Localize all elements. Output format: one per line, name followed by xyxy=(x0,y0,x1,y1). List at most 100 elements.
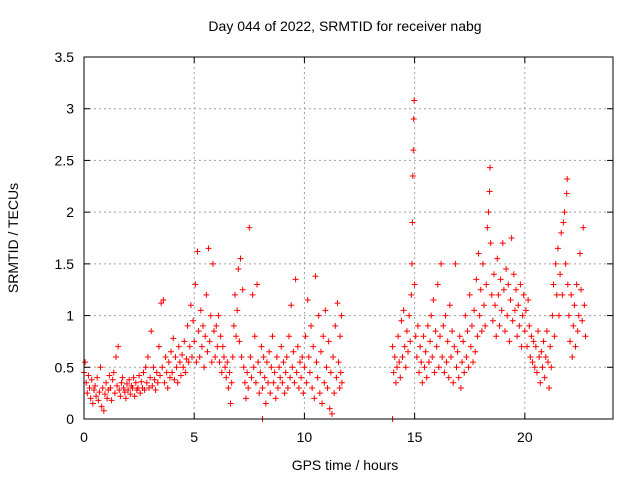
data-point xyxy=(319,400,326,407)
data-point xyxy=(418,359,425,366)
data-point xyxy=(519,312,526,319)
data-point xyxy=(171,376,178,383)
data-point xyxy=(84,390,91,397)
data-point xyxy=(551,333,558,340)
data-point xyxy=(331,390,338,397)
data-point xyxy=(581,302,588,309)
data-point xyxy=(425,359,432,366)
data-point xyxy=(442,312,449,319)
data-point xyxy=(574,328,581,335)
data-point xyxy=(436,333,443,340)
data-point xyxy=(514,333,521,340)
data-point xyxy=(227,400,234,407)
data-point xyxy=(447,353,454,360)
y-tick-label: 0.5 xyxy=(55,359,75,375)
data-point xyxy=(393,364,400,371)
data-point xyxy=(467,343,474,350)
data-point xyxy=(449,328,456,335)
data-point xyxy=(430,297,437,304)
data-point xyxy=(517,281,524,288)
data-point xyxy=(529,359,536,366)
data-point xyxy=(205,245,212,252)
data-point xyxy=(526,322,533,329)
data-point xyxy=(241,379,248,386)
data-point xyxy=(411,281,418,288)
data-point xyxy=(522,307,529,314)
data-point xyxy=(108,397,115,404)
data-point xyxy=(186,343,193,350)
x-tick-label: 0 xyxy=(80,429,88,445)
data-point xyxy=(209,260,216,267)
data-point xyxy=(224,359,231,366)
data-point xyxy=(338,379,345,386)
data-point xyxy=(272,395,279,402)
data-point xyxy=(301,364,308,371)
data-point xyxy=(278,343,285,350)
data-point xyxy=(213,322,220,329)
data-point xyxy=(580,224,587,231)
data-point xyxy=(153,369,160,376)
data-point xyxy=(401,343,408,350)
data-point xyxy=(310,343,317,350)
data-point xyxy=(422,348,429,355)
data-point xyxy=(403,328,410,335)
data-point xyxy=(249,291,256,298)
data-point xyxy=(192,281,199,288)
x-axis-label: GPS time / hours xyxy=(292,457,399,473)
data-point xyxy=(559,291,566,298)
data-point xyxy=(471,307,478,314)
data-point xyxy=(123,380,130,387)
data-point xyxy=(428,312,435,319)
data-point xyxy=(223,374,230,381)
data-point xyxy=(506,338,513,345)
data-point xyxy=(190,317,197,324)
data-point xyxy=(160,297,167,304)
data-point xyxy=(117,393,124,400)
data-point xyxy=(115,343,122,350)
data-point xyxy=(180,364,187,371)
data-point xyxy=(306,369,313,376)
data-point xyxy=(294,343,301,350)
data-point xyxy=(513,286,520,293)
data-point xyxy=(434,281,441,288)
data-point xyxy=(247,353,254,360)
data-point xyxy=(501,328,508,335)
data-point xyxy=(262,400,269,407)
data-point xyxy=(237,255,244,262)
data-point xyxy=(165,359,172,366)
data-point xyxy=(214,343,221,350)
data-point xyxy=(164,384,171,391)
data-point xyxy=(564,281,571,288)
data-point xyxy=(423,374,430,381)
data-point xyxy=(487,164,494,171)
data-point xyxy=(321,379,328,386)
data-point xyxy=(291,379,298,386)
data-point xyxy=(337,333,344,340)
data-point xyxy=(510,271,517,278)
data-point xyxy=(122,395,129,402)
data-point xyxy=(397,374,404,381)
data-point xyxy=(554,245,561,252)
data-point xyxy=(169,369,176,376)
data-point xyxy=(206,338,213,345)
data-point xyxy=(445,374,452,381)
data-point xyxy=(412,333,419,340)
data-point xyxy=(236,338,243,345)
data-point xyxy=(477,286,484,293)
data-point xyxy=(251,333,258,340)
data-point xyxy=(568,291,575,298)
data-point xyxy=(542,353,549,360)
data-point xyxy=(132,379,139,386)
data-point xyxy=(474,333,481,340)
data-point xyxy=(252,379,259,386)
data-point xyxy=(311,395,318,402)
data-point xyxy=(546,384,553,391)
data-point xyxy=(444,338,451,345)
data-point xyxy=(216,359,223,366)
data-point xyxy=(197,307,204,314)
data-point xyxy=(453,364,460,371)
data-point xyxy=(155,343,162,350)
data-point xyxy=(521,328,528,335)
data-point xyxy=(295,384,302,391)
data-point xyxy=(163,369,170,376)
